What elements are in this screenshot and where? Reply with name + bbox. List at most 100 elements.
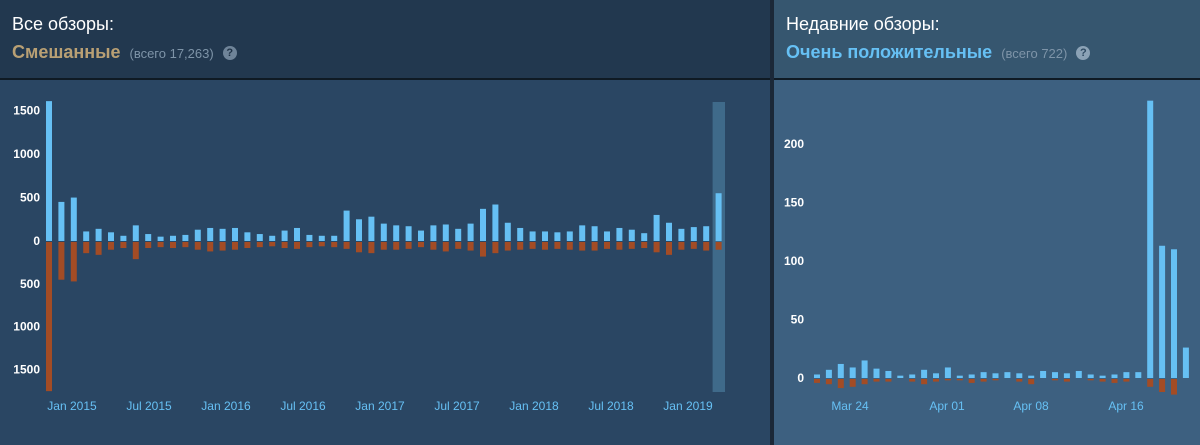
bar-positive[interactable] [393,225,400,241]
bar-positive[interactable] [244,232,251,241]
bar-positive[interactable] [666,222,672,241]
bar-positive[interactable] [566,231,573,241]
bar-positive[interactable] [1052,372,1058,378]
bar-negative[interactable] [921,379,928,385]
bar-positive[interactable] [294,227,300,241]
bar-positive[interactable] [579,225,586,241]
bar-positive[interactable] [1099,375,1106,378]
bar-positive[interactable] [343,210,350,241]
bar-negative[interactable] [1171,379,1177,395]
bar-negative[interactable] [194,242,201,250]
bar-positive[interactable] [480,208,486,241]
bar-negative[interactable] [690,242,697,249]
bar-negative[interactable] [393,242,400,250]
bar-negative[interactable] [442,242,449,252]
bar-positive[interactable] [331,235,338,241]
bar-negative[interactable] [356,242,362,253]
bar-positive[interactable] [405,226,412,241]
bar-negative[interactable] [678,242,685,250]
bar-positive[interactable] [182,234,189,241]
bar-positive[interactable] [145,234,152,241]
bar-positive[interactable] [1135,372,1142,378]
bar-negative[interactable] [207,242,214,252]
bar-negative[interactable] [418,242,424,248]
bar-negative[interactable] [814,379,820,383]
bar-negative[interactable] [861,379,868,385]
bar-positive[interactable] [1040,370,1047,378]
bar-positive[interactable] [1063,373,1070,378]
bar-negative[interactable] [219,242,226,251]
bar-negative[interactable] [1028,379,1035,385]
bar-positive[interactable] [170,235,176,241]
bar-positive[interactable] [980,372,987,378]
bar-positive[interactable] [1111,374,1118,378]
bar-negative[interactable] [368,242,375,254]
bar-negative[interactable] [873,379,880,382]
bar-negative[interactable] [980,379,987,382]
bar-negative[interactable] [641,242,648,248]
bar-negative[interactable] [849,379,856,387]
bar-positive[interactable] [992,373,999,378]
help-icon[interactable]: ? [1076,46,1091,60]
bar-negative[interactable] [566,242,573,250]
bar-positive[interactable] [95,228,102,241]
bar-positive[interactable] [318,235,325,241]
bar-positive[interactable] [120,235,127,241]
bar-positive[interactable] [944,367,951,378]
bar-negative[interactable] [1099,379,1106,382]
bar-negative[interactable] [1052,379,1058,381]
bar-positive[interactable] [1075,370,1082,378]
bar-positive[interactable] [690,227,697,241]
recent-reviews-summary[interactable]: Очень положительные [786,42,993,62]
bar-positive[interactable] [956,375,963,378]
bar-negative[interactable] [281,242,288,248]
bar-positive[interactable] [430,225,437,241]
bar-negative[interactable] [1016,379,1023,382]
bar-negative[interactable] [628,242,635,249]
bar-negative[interactable] [825,379,832,385]
bar-positive[interactable] [1016,373,1023,378]
bar-positive[interactable] [132,225,139,241]
bar-negative[interactable] [653,242,660,253]
bar-negative[interactable] [83,242,90,254]
bar-positive[interactable] [604,231,610,241]
bar-negative[interactable] [492,242,499,254]
bar-negative[interactable] [405,242,412,249]
bar-positive[interactable] [703,226,710,241]
bar-positive[interactable] [591,226,598,241]
bar-negative[interactable] [591,242,598,251]
bar-positive[interactable] [455,228,462,241]
bar-negative[interactable] [1063,379,1070,382]
bar-negative[interactable] [467,242,474,251]
bar-negative[interactable] [703,242,710,251]
bar-negative[interactable] [380,242,387,250]
bar-positive[interactable] [467,223,474,241]
bar-positive[interactable] [306,234,313,241]
bar-positive[interactable] [194,229,201,241]
bar-positive[interactable] [442,224,449,241]
bar-positive[interactable] [46,101,52,241]
bar-positive[interactable] [628,229,635,241]
bar-positive[interactable] [157,236,164,241]
bar-negative[interactable] [517,242,524,250]
bar-positive[interactable] [1028,375,1035,378]
bar-positive[interactable] [921,369,928,378]
bar-negative[interactable] [554,242,561,249]
bar-positive[interactable] [1159,245,1166,378]
bar-negative[interactable] [885,379,892,382]
bar-negative[interactable] [46,242,52,392]
bar-positive[interactable] [70,197,77,241]
bar-positive[interactable] [281,230,288,241]
bar-negative[interactable] [430,242,437,250]
bar-negative[interactable] [944,379,951,381]
bar-positive[interactable] [1147,100,1154,378]
bar-negative[interactable] [145,242,152,248]
bar-positive[interactable] [715,193,722,241]
bar-negative[interactable] [504,242,511,251]
bar-positive[interactable] [837,363,844,378]
bar-positive[interactable] [58,201,65,241]
bar-positive[interactable] [861,360,868,378]
bar-positive[interactable] [897,375,904,378]
bar-negative[interactable] [715,242,722,250]
bar-positive[interactable] [616,227,623,241]
